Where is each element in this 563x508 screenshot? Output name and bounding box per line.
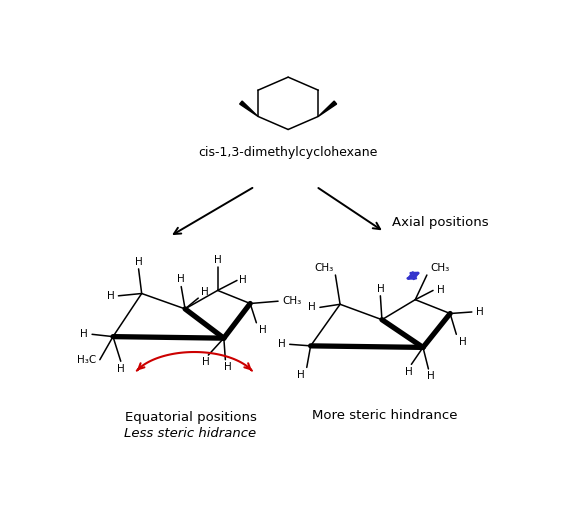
Text: CH₃: CH₃ xyxy=(315,263,334,273)
Text: H: H xyxy=(177,274,185,284)
Text: H: H xyxy=(117,364,124,373)
Text: Equatorial positions: Equatorial positions xyxy=(124,411,256,424)
Text: H: H xyxy=(135,257,142,267)
Polygon shape xyxy=(318,101,337,116)
Text: H: H xyxy=(239,275,247,285)
Text: H: H xyxy=(81,329,88,339)
Text: H: H xyxy=(224,362,231,372)
Text: H: H xyxy=(214,255,221,265)
Text: H: H xyxy=(377,283,385,294)
Text: H: H xyxy=(297,370,305,380)
Text: H: H xyxy=(476,307,484,317)
Text: CH₃: CH₃ xyxy=(282,296,301,306)
Text: cis-1,3-dimethylcyclohexane: cis-1,3-dimethylcyclohexane xyxy=(199,146,378,158)
Text: H: H xyxy=(278,339,286,350)
Text: H₃C: H₃C xyxy=(77,355,96,365)
Text: Axial positions: Axial positions xyxy=(392,216,489,229)
Text: Less steric hidrance: Less steric hidrance xyxy=(124,427,257,440)
Text: CH₃: CH₃ xyxy=(431,263,450,273)
Text: More steric hindrance: More steric hindrance xyxy=(311,409,457,422)
Text: H: H xyxy=(309,302,316,312)
Text: H: H xyxy=(437,285,445,296)
Polygon shape xyxy=(240,101,258,116)
Text: H: H xyxy=(405,367,413,376)
Text: H: H xyxy=(107,291,114,301)
Text: H: H xyxy=(459,337,467,346)
Text: H: H xyxy=(200,287,208,297)
Text: H: H xyxy=(259,325,266,335)
Text: H: H xyxy=(427,371,435,382)
Text: H: H xyxy=(202,358,210,367)
